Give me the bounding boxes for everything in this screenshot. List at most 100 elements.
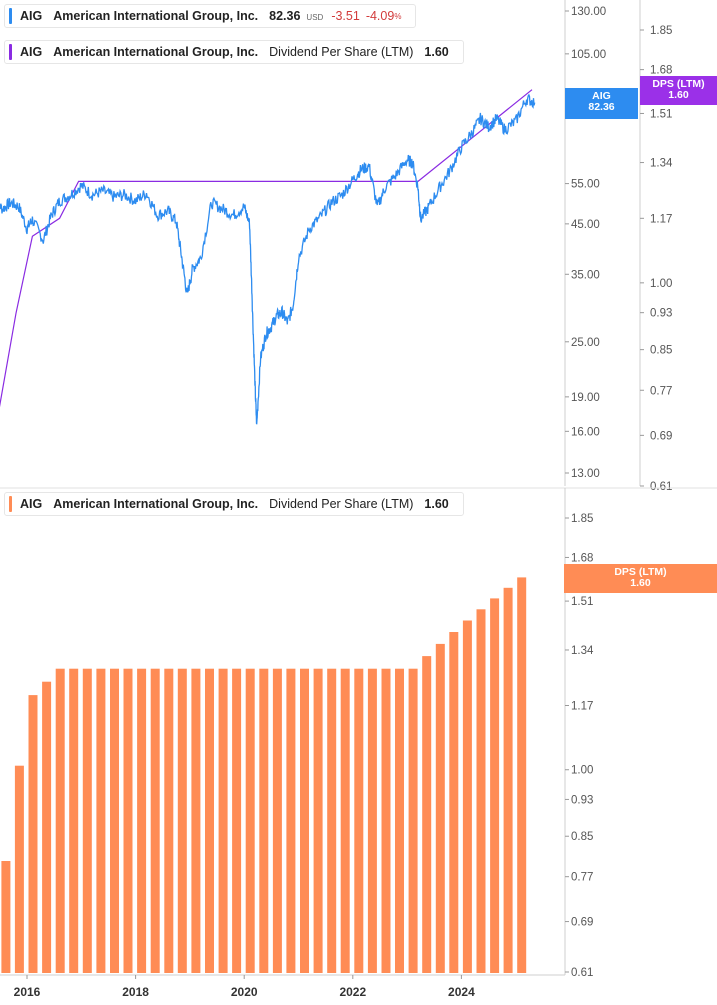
dividend-bar	[177, 668, 187, 973]
price-legend-pct-sign: %	[394, 11, 402, 21]
dividend-bar	[395, 668, 404, 973]
dividend-bar	[354, 668, 364, 973]
dividend-bar	[435, 643, 445, 973]
dividend-bar	[69, 668, 79, 973]
dps-axis-tick-label: 1.00	[650, 278, 672, 290]
price-axis-tick-label: 19.00	[571, 392, 600, 404]
price-axis-tick-label: 55.00	[571, 179, 600, 191]
dividend-bar	[286, 668, 296, 973]
dividend-bar	[503, 587, 513, 973]
dps-top-last-value-tag: DPS (LTM) 1.60	[640, 76, 717, 105]
price-legend-change: -3.51	[331, 9, 360, 23]
dps-legend-top-value: 1.60	[424, 45, 449, 59]
bottom-axis-tick-label: 1.34	[571, 645, 594, 657]
price-legend-company: American International Group, Inc.	[53, 9, 259, 23]
dps-legend-bottom-ticker: AIG	[20, 497, 43, 511]
dividend-bar	[300, 668, 309, 973]
dividend-bar	[123, 668, 133, 973]
dividend-bar	[150, 668, 160, 973]
dps-legend-top-company: American International Group, Inc.	[53, 45, 259, 59]
bottom-axis-tick-label: 0.85	[571, 831, 593, 843]
price-legend[interactable]: AIG American International Group, Inc. 8…	[4, 4, 417, 28]
bottom-axis-tick-label: 1.51	[571, 596, 593, 608]
bottom-axis-tick-label: 0.69	[571, 917, 593, 929]
price-axis-tick-label: 13.00	[571, 468, 600, 480]
price-axis-tick-label: 105.00	[571, 49, 606, 61]
dps-bottom-tag-value: 1.60	[630, 577, 651, 589]
dividend-bar	[137, 668, 147, 973]
dividend-bar	[449, 632, 459, 973]
dividend-bar	[164, 668, 174, 973]
dividend-bar	[367, 668, 377, 973]
dividend-bar	[218, 668, 228, 973]
dps-legend-bottom[interactable]: AIG American International Group, Inc. D…	[4, 492, 464, 516]
bottom-axis-tick-label: 0.77	[571, 872, 593, 884]
bottom-axis-tick-label: 1.85	[571, 513, 593, 525]
dividend-bar	[42, 681, 52, 973]
price-axis-tick-label: 45.00	[571, 219, 600, 231]
x-axis-tick-label: 2024	[448, 985, 475, 999]
dps-legend-top[interactable]: AIG American International Group, Inc. D…	[4, 40, 464, 64]
dps-bottom-last-value-tag: DPS (LTM) 1.60	[564, 564, 717, 593]
price-legend-change-pct: -4.09	[365, 9, 395, 23]
dps-axis-tick-label: 0.85	[650, 345, 672, 357]
price-legend-unit: USD	[306, 13, 324, 22]
price-legend-swatch	[9, 8, 12, 24]
dividend-bar	[422, 656, 432, 973]
x-axis-tick-label: 2018	[122, 985, 149, 999]
dps-legend-bottom-indicator: Dividend Per Share (LTM)	[269, 497, 414, 511]
dps-top-tag-value: 1.60	[668, 89, 689, 101]
dividend-bar	[96, 668, 106, 973]
dividend-bar	[28, 695, 38, 973]
dividend-bar	[517, 577, 527, 973]
dps-legend-bottom-value: 1.60	[424, 497, 449, 511]
dividend-bar	[408, 668, 418, 973]
dividend-bar	[191, 668, 201, 973]
price-tag-value: 82.36	[588, 101, 615, 113]
dividend-bar	[259, 668, 269, 973]
price-legend-ticker: AIG	[20, 9, 43, 23]
dividend-bar	[245, 668, 255, 973]
dividend-bar	[1, 861, 11, 973]
dps-top-tag-label: DPS (LTM)	[652, 78, 705, 90]
dps-axis-tick-label: 1.17	[650, 213, 672, 225]
dps-axis-tick-label: 1.51	[650, 108, 672, 120]
price-axis-tick-label: 16.00	[571, 426, 600, 438]
dividend-bar	[476, 609, 486, 973]
bottom-axis-tick-label: 0.93	[571, 794, 593, 806]
price-tag-ticker: AIG	[592, 90, 611, 102]
dividend-bar	[490, 598, 500, 973]
dividend-bar	[340, 668, 350, 973]
price-axis-tick-label: 25.00	[571, 337, 600, 349]
dividend-panel-axes: 1.85 1.68 1.51 1.34 1.17 1.00 0.93 0.85 0.77 0.69…	[564, 488, 594, 979]
price-axis-tick-label: 35.00	[571, 269, 600, 281]
price-panel-axes: 130.00 105.00 55.00 45.00 35.00 25.00 19.00 16.…	[564, 0, 673, 493]
dps-legend-top-indicator: Dividend Per Share (LTM)	[269, 45, 414, 59]
price-legend-value: 82.36	[269, 9, 301, 23]
dividend-bar	[462, 620, 472, 973]
dps-line-series	[0, 89, 533, 408]
dps-axis-tick-label: 1.34	[650, 158, 673, 170]
bottom-axis-tick-label: 1.68	[571, 552, 593, 564]
price-axis-tick-label: 130.00	[571, 6, 606, 18]
dividend-bar	[14, 765, 24, 973]
dividend-bar	[381, 668, 391, 973]
price-last-value-tag: AIG 82.36	[565, 88, 638, 119]
dps-legend-bottom-swatch	[9, 496, 12, 512]
x-axis-tick-label: 2016	[14, 985, 41, 999]
dps-legend-top-ticker: AIG	[20, 45, 43, 59]
dividend-bar	[272, 668, 282, 973]
dividend-bars	[1, 577, 527, 973]
dps-axis-tick-label: 0.61	[650, 481, 672, 493]
dps-axis-tick-label: 0.93	[650, 308, 672, 320]
dividend-bar	[313, 668, 323, 973]
dividend-bar	[327, 668, 337, 973]
bottom-axis-tick-label: 1.00	[571, 765, 593, 777]
dps-bottom-tag-label: DPS (LTM)	[614, 566, 667, 578]
bottom-axis-tick-label: 1.17	[571, 700, 593, 712]
x-axis-tick-label: 2020	[231, 985, 258, 999]
dividend-bar	[55, 668, 65, 973]
price-line-series	[0, 93, 536, 425]
x-axis-tick-label: 2022	[339, 985, 366, 999]
